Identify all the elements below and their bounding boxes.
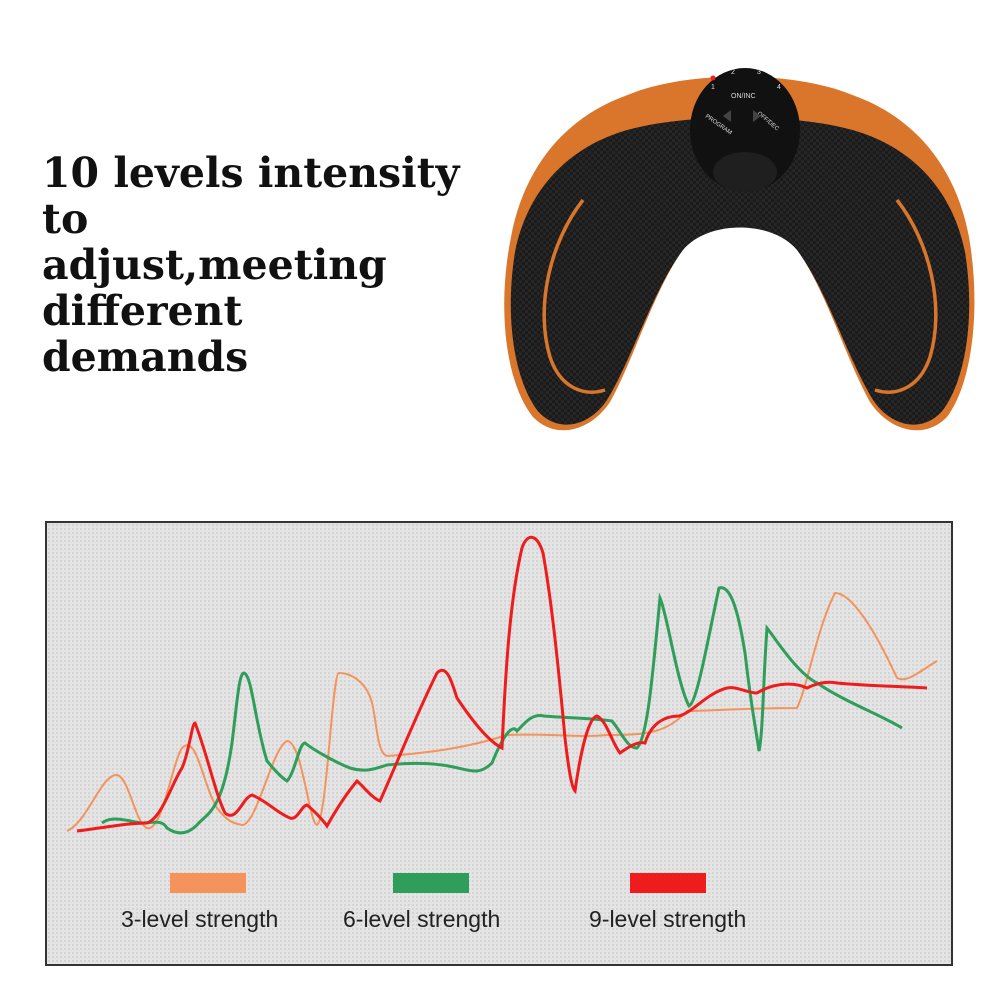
intensity-waveforms [66,535,938,835]
legend-label-6-level: 6-level strength [343,906,501,932]
legend-swatch-3-level [170,873,246,893]
headline-line-1: 10 levels intensity to [42,149,460,243]
headline-text: 10 levels intensity to adjust,meeting di… [42,150,512,380]
legend-label-3-level: 3-level strength [121,906,279,932]
controller-on-inc-label: ON/INC [731,93,756,100]
waveform-9-level [76,535,928,833]
headline-line-3: demands [42,333,249,381]
ems-hip-trainer-device-icon: 1 2 3 4 ON/INC PROGRAM OFF/DEC [504,68,975,431]
controller-level-3: 3 [757,69,761,76]
headline-line-2: adjust,meeting different [42,241,387,335]
pad-left-accent-line [542,198,606,394]
pad-right-accent-line [874,198,938,394]
controller-level-2: 2 [731,69,735,76]
legend-label-9-level: 9-level strength [589,906,747,932]
waveform-3-level [66,591,938,832]
controller-level-4: 4 [777,84,781,91]
controller-body [690,68,800,192]
intensity-waveform-panel: 3-level strength 6-level strength 9-leve… [45,521,953,966]
waveform-6-level [101,586,903,835]
legend-swatch-6-level [393,873,469,893]
legend-swatch-9-level [630,873,706,893]
pad-body [510,117,970,425]
controller-level-1: 1 [711,84,715,91]
